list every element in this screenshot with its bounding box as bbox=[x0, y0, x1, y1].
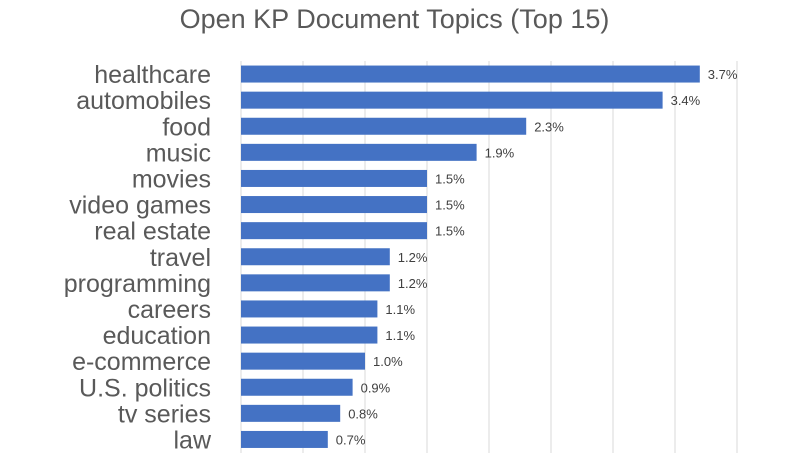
data-label-14: 0.7% bbox=[336, 432, 366, 447]
category-label-7: travel bbox=[150, 244, 211, 272]
category-label-13: tv series bbox=[118, 400, 211, 428]
chart-title: Open KP Document Topics (Top 15) bbox=[179, 4, 610, 34]
bar-11 bbox=[241, 352, 365, 370]
data-label-11: 1.0% bbox=[373, 354, 403, 369]
data-label-9: 1.1% bbox=[385, 302, 415, 317]
category-label-3: music bbox=[146, 139, 211, 167]
category-label-10: education bbox=[103, 322, 211, 350]
bar-14 bbox=[241, 430, 328, 448]
data-label-5: 1.5% bbox=[435, 198, 465, 213]
category-label-11: e-commerce bbox=[72, 348, 211, 376]
bar-10 bbox=[241, 326, 378, 344]
data-label-10: 1.1% bbox=[385, 328, 415, 343]
data-label-7: 1.2% bbox=[398, 250, 428, 265]
category-label-9: careers bbox=[128, 296, 211, 324]
bar-4 bbox=[241, 169, 427, 187]
data-label-2: 2.3% bbox=[534, 119, 564, 134]
data-label-1: 3.4% bbox=[671, 93, 701, 108]
bar-6 bbox=[241, 222, 427, 240]
bar-5 bbox=[241, 196, 427, 214]
bar-0 bbox=[241, 65, 700, 83]
data-label-12: 0.9% bbox=[361, 380, 391, 395]
bar-13 bbox=[241, 404, 341, 422]
bar-12 bbox=[241, 378, 353, 396]
bar-1 bbox=[241, 91, 663, 109]
data-label-8: 1.2% bbox=[398, 276, 428, 291]
bar-8 bbox=[241, 274, 390, 292]
category-label-14: law bbox=[173, 426, 211, 454]
category-label-0: healthcare bbox=[94, 61, 211, 89]
category-label-6: real estate bbox=[94, 218, 211, 246]
data-label-6: 1.5% bbox=[435, 224, 465, 239]
category-label-2: food bbox=[162, 113, 211, 141]
category-label-8: programming bbox=[64, 270, 211, 298]
data-label-13: 0.8% bbox=[348, 406, 378, 421]
bar-7 bbox=[241, 248, 390, 266]
category-label-1: automobiles bbox=[76, 87, 211, 115]
data-label-0: 3.7% bbox=[708, 67, 738, 82]
data-label-4: 1.5% bbox=[435, 171, 465, 186]
bar-2 bbox=[241, 117, 527, 135]
category-label-4: movies bbox=[132, 165, 211, 193]
category-label-5: video games bbox=[69, 192, 211, 220]
bar-3 bbox=[241, 143, 477, 161]
category-label-12: U.S. politics bbox=[79, 374, 211, 402]
bar-9 bbox=[241, 300, 378, 318]
data-label-3: 1.9% bbox=[485, 145, 515, 160]
